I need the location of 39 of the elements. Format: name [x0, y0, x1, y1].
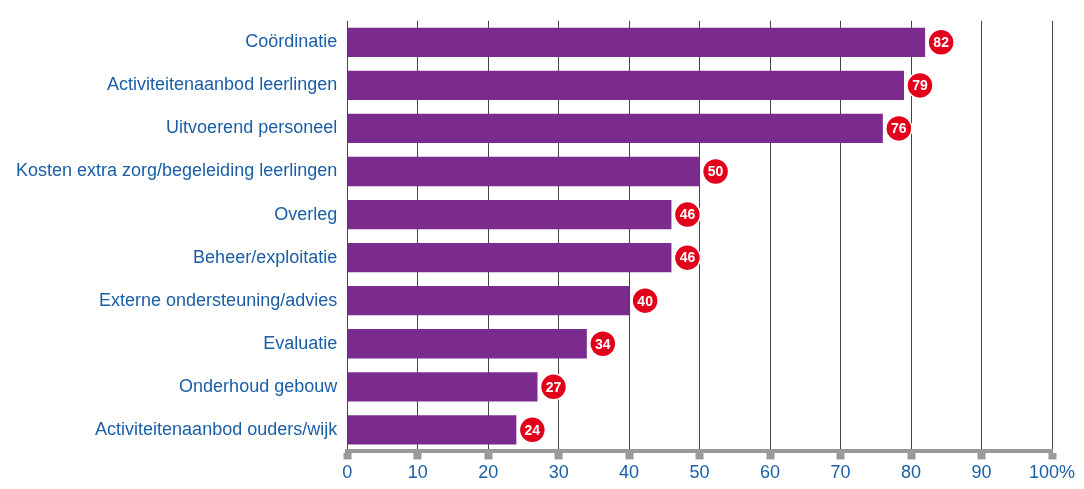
y-tick-label: Activiteitenaanbod ouders/wijk — [95, 418, 339, 439]
bar — [347, 329, 587, 359]
x-tick-label: 30 — [548, 462, 569, 483]
bar — [347, 372, 538, 402]
bar — [347, 113, 883, 144]
data-label: 46 — [679, 206, 696, 223]
x-tick-label: 10 — [407, 462, 428, 483]
bar — [347, 415, 517, 445]
data-label: 46 — [679, 249, 696, 266]
data-label: 79 — [912, 77, 928, 94]
data-label: 76 — [891, 120, 907, 137]
y-tick-label: Beheer/exploitatie — [193, 246, 338, 267]
y-tick-label: Kosten extra zorg/begeleiding leerlingen — [16, 160, 338, 181]
bar — [347, 199, 672, 230]
y-tick-label: Evaluatie — [263, 332, 338, 353]
x-tick-label: 50 — [689, 462, 710, 483]
y-tick-label: Onderhoud gebouw — [179, 375, 339, 396]
data-label: 24 — [524, 421, 541, 438]
x-tick-label: 90 — [971, 462, 992, 483]
x-tick-label: 70 — [830, 462, 851, 483]
bar — [347, 70, 904, 101]
x-tick-label: 80 — [901, 462, 922, 483]
x-tick-label: 40 — [619, 462, 640, 483]
data-label: 82 — [933, 34, 950, 51]
x-tick-label: 0 — [342, 462, 353, 483]
y-tick-label: Uitvoerend personeel — [166, 117, 338, 138]
x-tick-label: 60 — [760, 462, 781, 483]
y-tick-label: Activiteitenaanbod leerlingen — [107, 74, 338, 95]
x-tick-label: 20 — [478, 462, 499, 483]
x-tick-label: 100% — [1028, 462, 1076, 483]
data-label: 40 — [637, 292, 654, 309]
bar — [347, 156, 700, 187]
bar — [347, 242, 672, 273]
data-label: 50 — [707, 163, 724, 180]
data-label: 27 — [545, 378, 562, 395]
y-tick-label: Overleg — [274, 203, 338, 224]
y-tick-label: Externe ondersteuning/advies — [99, 289, 338, 310]
y-tick-label: Coördinatie — [245, 31, 338, 52]
data-label: 34 — [595, 335, 611, 352]
